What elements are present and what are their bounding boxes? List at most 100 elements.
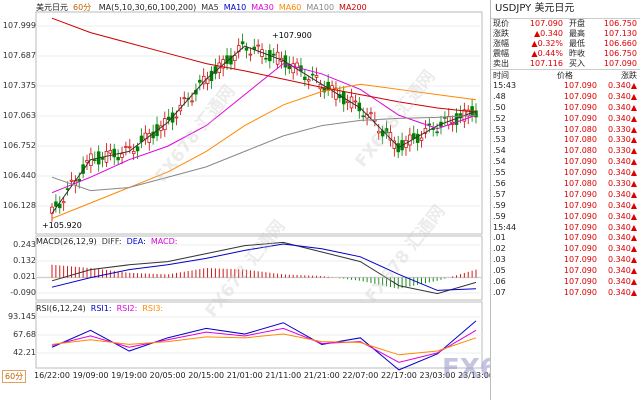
tick-row[interactable]: .03 107.090 0.340▲ <box>491 255 640 266</box>
tick-row[interactable]: 15:43 107.090 0.340▲ <box>491 81 640 92</box>
tick-row[interactable]: .53 107.080 0.330▲ <box>491 135 640 146</box>
x-tick-label: 22/17:00 <box>380 371 417 380</box>
rsi-legend: RSI(6,12,24) RSI1: RSI2: RSI3: <box>36 304 168 313</box>
timeframe-badge[interactable]: 60分 <box>2 370 27 383</box>
rsi-legend-item: RSI1: <box>90 304 112 313</box>
tick-row[interactable]: .55 107.090 0.340▲ <box>491 168 640 179</box>
quote-field-label: 昨收 <box>569 49 585 58</box>
macd-legend-item: DEA: <box>126 237 146 246</box>
tick-time: .02 <box>493 244 506 254</box>
candle-body <box>128 146 132 149</box>
tick-row[interactable]: .54 107.080 0.330▲ <box>491 146 640 157</box>
quote-panel: USDJPY 美元日元 现价 107.090 开盘 106.750 涨跌 ▲0.340 最高… <box>490 0 640 400</box>
tick-price: 107.090 <box>563 277 597 287</box>
x-tick-label: 23/03:00 <box>419 371 456 380</box>
tick-table-header: 时间 价格 涨跌 <box>491 69 640 81</box>
tick-price: 107.090 <box>563 244 597 254</box>
price-tick-label: 106.752 <box>2 141 36 150</box>
tick-change: 0.330▲ <box>607 124 637 134</box>
candle-body <box>388 132 393 141</box>
candle-body <box>54 201 58 207</box>
tick-col-change: 涨跌 <box>621 71 637 80</box>
candle-body <box>240 41 245 45</box>
x-tick-label: 23/13:00 <box>458 371 494 380</box>
tick-change: 0.340▲ <box>607 102 637 112</box>
tick-price: 107.090 <box>563 255 597 265</box>
macd-tick-label: -0.090 <box>10 288 36 297</box>
candle-body <box>135 146 140 152</box>
tick-price: 107.090 <box>563 266 597 276</box>
tick-time: .54 <box>493 157 506 167</box>
macd-panel-header: MACD(26,12,9) DIFF: DEA: MACD: <box>36 237 188 246</box>
tick-price: 107.090 <box>563 189 597 199</box>
candle-body <box>182 97 187 100</box>
tick-row[interactable]: .54 107.090 0.340▲ <box>491 157 640 168</box>
chart-canvas[interactable]: +107.900 +105.920 <box>0 0 490 400</box>
tick-change: 0.340▲ <box>607 222 637 232</box>
tick-row[interactable]: .52 107.090 0.340▲ <box>491 114 640 125</box>
tick-time: .48 <box>493 91 506 101</box>
quote-field-value: 106.750 <box>603 19 637 28</box>
price-tick-label: 106.440 <box>2 171 36 180</box>
tick-price: 107.080 <box>563 124 597 134</box>
x-tick-label: 19/09:00 <box>72 371 109 380</box>
ma-legend-label: MA(5,10,30,60,100,200) <box>98 3 197 12</box>
tick-row[interactable]: .01 107.090 0.340▲ <box>491 233 640 244</box>
tick-price: 107.090 <box>563 113 597 123</box>
tick-time: .50 <box>493 102 506 112</box>
candle-body <box>124 146 128 148</box>
tick-change: 0.330▲ <box>607 135 637 145</box>
ma-legend-ma10: MA10 <box>223 3 247 12</box>
candle-body <box>100 157 105 160</box>
tick-row[interactable]: 15:44 107.090 0.340▲ <box>491 223 640 234</box>
price-panel-frame <box>35 11 483 235</box>
rsi-legend-item: RSI3: <box>142 304 164 313</box>
period-tag: 60分 <box>73 3 92 12</box>
tick-col-price: 价格 <box>557 71 573 80</box>
tick-change: 0.340▲ <box>607 277 637 287</box>
x-tick-label: 20/15:00 <box>188 371 225 380</box>
ma-legend: MA(5,10,30,60,100,200) MA5 MA10 MA30 MA60 MA1… <box>99 3 372 12</box>
tick-price: 107.090 <box>563 233 597 243</box>
rsi-panel-header: RSI(6,12,24) RSI1: RSI2: RSI3: <box>36 304 173 313</box>
tick-row[interactable]: .59 107.090 0.340▲ <box>491 212 640 223</box>
tick-time: .53 <box>493 135 506 145</box>
tick-row[interactable]: .56 107.080 0.330▲ <box>491 179 640 190</box>
quote-field-label: 震幅 <box>493 49 509 58</box>
candle-body <box>423 127 428 134</box>
candle-body <box>81 164 85 174</box>
candle-body <box>112 148 116 158</box>
symbol-label: 美元日元 <box>36 3 68 12</box>
rsi-line-2 <box>51 327 477 363</box>
tick-row[interactable]: .02 107.090 0.340▲ <box>491 244 640 255</box>
ma-legend-ma200: MA200 <box>339 3 367 12</box>
chart-area[interactable]: +107.900 +105.920 美元日元 60分 MA(5,10,30,60,1… <box>0 0 621 400</box>
ma-line-ma60 <box>51 83 477 219</box>
tick-change: 0.340▲ <box>607 266 637 276</box>
tick-row[interactable]: .07 107.090 0.340▲ <box>491 288 640 299</box>
candle-body <box>229 55 233 65</box>
tick-row[interactable]: .48 107.090 0.340▲ <box>491 92 640 103</box>
candle-body <box>369 112 373 115</box>
x-tick-label: 22/07:00 <box>342 371 379 380</box>
candle-body <box>353 100 358 103</box>
tick-row[interactable]: .06 107.090 0.340▲ <box>491 277 640 288</box>
ma-line-ma30 <box>51 63 477 194</box>
tick-change: 0.340▲ <box>607 200 637 210</box>
tick-col-time: 时间 <box>493 71 509 80</box>
tick-price: 107.090 <box>563 287 597 297</box>
quote-symbol: USDJPY <box>495 3 532 14</box>
candle-body <box>85 160 89 163</box>
tick-row[interactable]: .53 107.080 0.330▲ <box>491 125 640 136</box>
tick-row[interactable]: .50 107.090 0.340▲ <box>491 103 640 114</box>
candle-body <box>345 100 350 103</box>
tick-list[interactable]: 15:43 107.090 0.340▲ .48 107.090 0.340▲ .50 107… <box>491 81 640 299</box>
tick-row[interactable]: .05 107.090 0.340▲ <box>491 266 640 277</box>
quote-field-value: 106.660 <box>603 39 637 48</box>
candle-body <box>58 203 62 209</box>
tick-row[interactable]: .57 107.090 0.340▲ <box>491 190 640 201</box>
ma-line-ma5 <box>51 45 477 214</box>
x-tick-label: 16/22:00 <box>34 371 70 380</box>
tick-row[interactable]: .59 107.090 0.340▲ <box>491 201 640 212</box>
tick-change: 0.340▲ <box>607 113 637 123</box>
